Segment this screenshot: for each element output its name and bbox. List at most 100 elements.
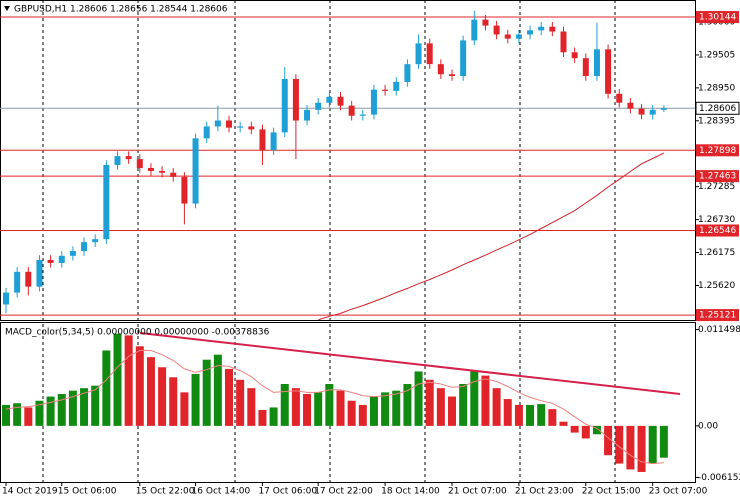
macd-bar: [358, 404, 367, 426]
candle-body: [147, 167, 154, 171]
chart-title: GBPUSD,H1 1.28606 1.28656 1.28544 1.2860…: [14, 5, 228, 15]
x-tick-label: 21 Oct 23:00: [515, 487, 574, 497]
macd-bar: [303, 394, 312, 426]
macd-bar: [314, 392, 323, 426]
macd-bar: [57, 394, 66, 426]
x-tick-label: 22 Oct 15:00: [582, 487, 641, 497]
macd-bar: [537, 404, 546, 426]
macd-bar: [503, 399, 512, 426]
candle-body: [415, 43, 422, 65]
candle-body: [649, 109, 656, 115]
candle-body: [359, 114, 366, 116]
indicator-panel: [0, 322, 696, 483]
x-tick-label: 15 Oct 22:00: [136, 487, 195, 497]
candle-body: [404, 64, 411, 82]
macd-bar: [291, 388, 300, 426]
candle-body: [181, 176, 188, 204]
candle-body: [192, 138, 199, 204]
candle-body: [571, 52, 578, 59]
macd-plot: [2, 333, 668, 472]
macd-bar: [392, 390, 401, 426]
candle-body: [370, 89, 377, 115]
macd-bar: [425, 379, 434, 426]
macd-bar: [113, 333, 122, 426]
macd-bar: [46, 396, 55, 426]
macd-bar: [325, 383, 334, 426]
macd-bar: [213, 354, 222, 426]
candle-body: [582, 58, 589, 77]
level-label: 1.27898: [699, 146, 736, 156]
candle-body: [660, 108, 667, 110]
x-tick-label: 18 Oct 14:00: [381, 487, 440, 497]
macd-bar: [2, 404, 10, 426]
candle-body: [47, 259, 54, 263]
level-label-box: [696, 170, 739, 183]
candle-body: [292, 78, 299, 121]
candle-body: [315, 102, 322, 110]
macd-bar: [236, 379, 245, 426]
level-label-box: [696, 11, 739, 24]
level-label-box: [696, 144, 739, 157]
candle-body: [482, 19, 489, 26]
macd-bar: [559, 421, 568, 426]
y-tick-label: -0.006152: [698, 473, 740, 483]
candle-body: [538, 26, 545, 31]
candle-body: [125, 156, 132, 160]
level-label: 1.25121: [699, 311, 736, 321]
level-label: 1.27463: [699, 172, 736, 182]
macd-bar: [604, 425, 613, 456]
macd-bar: [336, 390, 345, 426]
macd-bar: [581, 425, 590, 439]
macd-bar: [180, 392, 189, 426]
y-tick-label: 1.25620: [698, 281, 735, 291]
candle-body: [437, 64, 444, 75]
macd-signal: [5, 350, 664, 465]
candle-body: [460, 40, 467, 77]
moving-average: [318, 152, 665, 320]
candle-body: [515, 34, 522, 39]
macd-bar: [626, 425, 635, 470]
macd-bar: [369, 396, 378, 426]
macd-bar: [570, 425, 579, 433]
macd-bar: [592, 425, 601, 435]
candle-body: [549, 26, 556, 32]
macd-bar: [347, 400, 356, 426]
macd-bar: [35, 400, 44, 426]
macd-bar: [102, 350, 111, 426]
macd-bar: [135, 346, 144, 426]
candle-body: [326, 96, 333, 103]
macd-bar: [68, 390, 77, 426]
price-plot: [0, 10, 695, 320]
candle-body: [159, 170, 166, 173]
x-tick-label: 17 Oct 22:00: [314, 487, 373, 497]
candle-body: [14, 271, 21, 293]
candle-body: [616, 93, 623, 103]
macd-bar: [225, 368, 233, 426]
macd-bar: [403, 383, 412, 426]
candle-body: [3, 292, 9, 305]
candle-body: [471, 19, 478, 41]
macd-bar: [637, 425, 646, 472]
candle-body: [393, 81, 400, 91]
x-tick-label: 14 Oct 2019: [2, 487, 58, 497]
macd-bar: [459, 383, 468, 426]
candle-body: [103, 165, 110, 240]
candle-body: [605, 49, 612, 94]
macd-bar: [648, 425, 657, 464]
candle-body: [270, 132, 277, 151]
macd-bar: [470, 371, 479, 426]
candle-body: [304, 109, 311, 121]
macd-bar: [202, 359, 211, 426]
macd-bar: [80, 388, 89, 426]
candle-body: [382, 89, 389, 91]
candle-body: [226, 120, 232, 128]
level-label: 1.26546: [699, 226, 736, 236]
candle-body: [560, 31, 567, 53]
candle-body: [81, 242, 88, 252]
axes: 1.300601.295051.289501.283951.272851.267…: [2, 11, 740, 497]
macd-bar: [492, 388, 501, 426]
candle-body: [493, 25, 500, 35]
candle-body: [593, 49, 600, 77]
price-label: 1.28606: [699, 104, 736, 114]
